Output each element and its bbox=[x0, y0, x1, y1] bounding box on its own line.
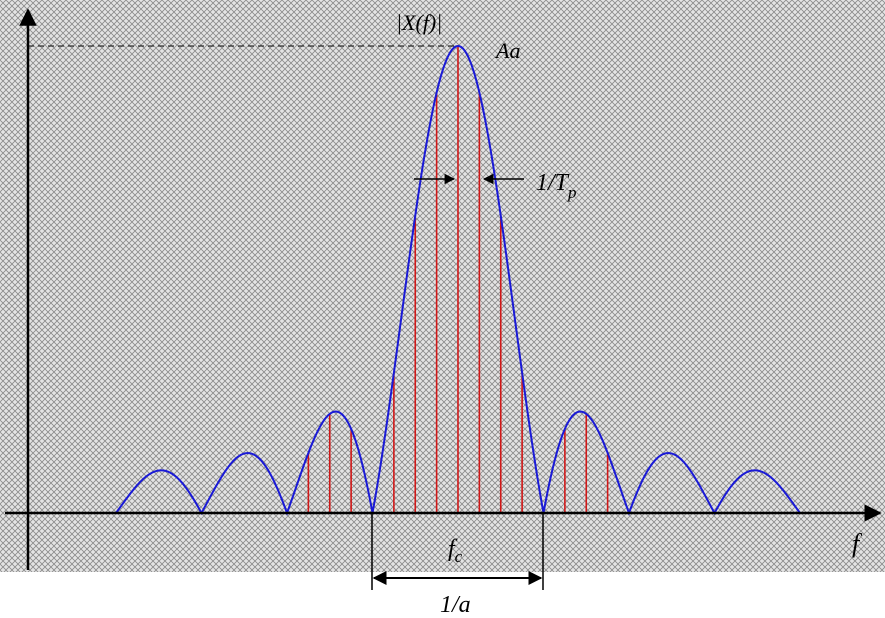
peak-label: Aa bbox=[494, 38, 520, 63]
main-lobe-width-label: 1/a bbox=[440, 592, 471, 618]
hatched-background bbox=[0, 0, 885, 572]
spectral-lines bbox=[307, 46, 609, 513]
y-axis-label: |X(f)| bbox=[396, 10, 442, 35]
line-spacing-label: 1/Tp bbox=[536, 170, 577, 202]
sinc-envelope-curve bbox=[115, 44, 801, 516]
center-frequency-label: fc bbox=[448, 536, 463, 566]
x-axis-label: f bbox=[852, 529, 863, 558]
